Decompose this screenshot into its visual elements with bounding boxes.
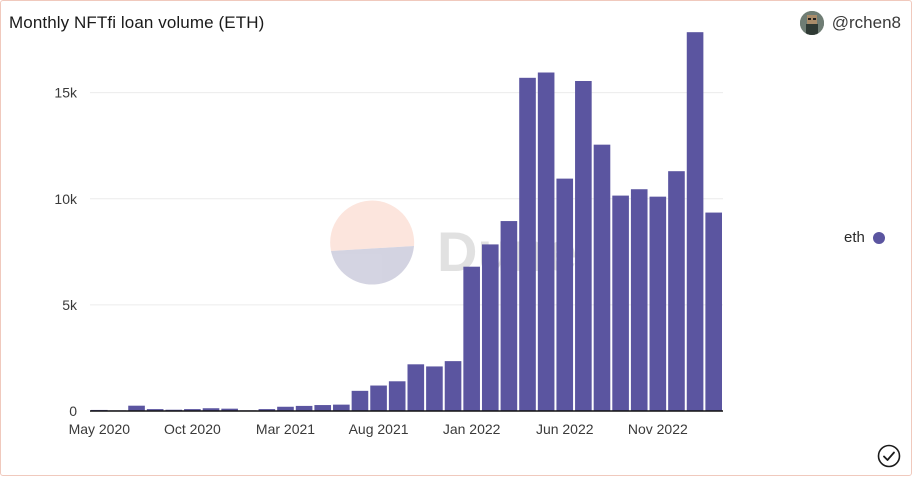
bar-2023-02[interactable]: [705, 212, 722, 411]
x-axis-labels: May 2020 Oct 2020 Mar 2021 Aug 2021 Jan 2022…: [69, 421, 688, 437]
bar-2021-06[interactable]: [333, 404, 350, 411]
watermark: Dune: [330, 200, 577, 285]
author-name: @rchen8: [831, 13, 901, 32]
bar-2022-06[interactable]: [556, 178, 574, 411]
bar-2021-01[interactable]: [239, 410, 257, 411]
bar-2020-11[interactable]: [202, 408, 220, 411]
bar-2020-08[interactable]: [146, 409, 164, 411]
watermark-text: Dune: [437, 220, 577, 283]
x-tick-label: Jan 2022: [443, 421, 501, 437]
bar-2021-02[interactable]: [258, 409, 276, 411]
bar-2022-12[interactable]: [668, 171, 685, 411]
chart-card: Monthly NFTfi loan volume (ETH) @rchen8 …: [0, 0, 912, 476]
bar-2021-04[interactable]: [295, 405, 313, 411]
bar-2022-10[interactable]: [630, 189, 648, 411]
author-link[interactable]: @rchen8: [799, 11, 901, 35]
bar-2021-10[interactable]: [407, 364, 425, 411]
bar-2020-07[interactable]: [128, 405, 145, 411]
bar-2020-10[interactable]: [184, 409, 201, 411]
bar-2022-09[interactable]: [612, 195, 629, 411]
bar-2020-05[interactable]: [91, 409, 108, 411]
bars: [91, 32, 722, 412]
y-tick-label: 10k: [54, 191, 78, 207]
x-tick-label: Jun 2022: [536, 421, 594, 437]
bar-2022-08[interactable]: [593, 144, 611, 411]
bar-2020-12[interactable]: [221, 408, 238, 411]
bar-2022-03[interactable]: [500, 221, 518, 411]
bar-2022-07[interactable]: [575, 80, 592, 411]
bar-2021-09[interactable]: [388, 381, 406, 411]
bar-2020-06[interactable]: [109, 410, 127, 411]
watermark-logo-top: [330, 200, 415, 251]
bar-2021-08[interactable]: [370, 385, 387, 411]
watermark-logo-bottom: [331, 246, 414, 285]
x-tick-label: Aug 2021: [349, 421, 409, 437]
y-tick-label: 15k: [54, 85, 78, 101]
user-avatar-icon: [799, 11, 824, 35]
bar-chart: Dune 0 5k 10k 15k May 2020 Oct 2020 Mar 2021 A…: [54, 32, 723, 437]
bar-2022-05[interactable]: [537, 72, 555, 411]
y-tick-label: 5k: [62, 297, 78, 313]
x-tick-label: Nov 2022: [628, 421, 688, 437]
bar-2020-09[interactable]: [165, 409, 183, 411]
bar-2022-01[interactable]: [463, 266, 480, 411]
x-tick-label: May 2020: [69, 421, 131, 437]
y-axis-labels: 0 5k 10k 15k: [54, 85, 78, 419]
bar-2021-03[interactable]: [277, 406, 294, 411]
bar-2021-12[interactable]: [444, 361, 462, 411]
legend[interactable]: eth: [844, 229, 885, 246]
legend-dot-icon: [872, 231, 885, 244]
y-tick-label: 0: [69, 403, 77, 419]
chart-title: Monthly NFTfi loan volume (ETH): [9, 13, 265, 32]
bar-2021-11[interactable]: [426, 366, 443, 411]
bar-2021-05[interactable]: [314, 405, 332, 411]
legend-label: eth: [844, 229, 865, 246]
x-tick-label: Mar 2021: [256, 421, 315, 437]
bar-2021-07[interactable]: [351, 390, 369, 411]
bar-2022-02[interactable]: [481, 244, 499, 411]
y-gridlines: [90, 92, 723, 306]
check-circle-icon[interactable]: [877, 444, 901, 468]
bar-2022-04[interactable]: [519, 77, 536, 412]
bar-2022-11[interactable]: [649, 196, 667, 411]
x-tick-label: Oct 2020: [164, 421, 221, 437]
bar-2023-01[interactable]: [686, 32, 704, 411]
